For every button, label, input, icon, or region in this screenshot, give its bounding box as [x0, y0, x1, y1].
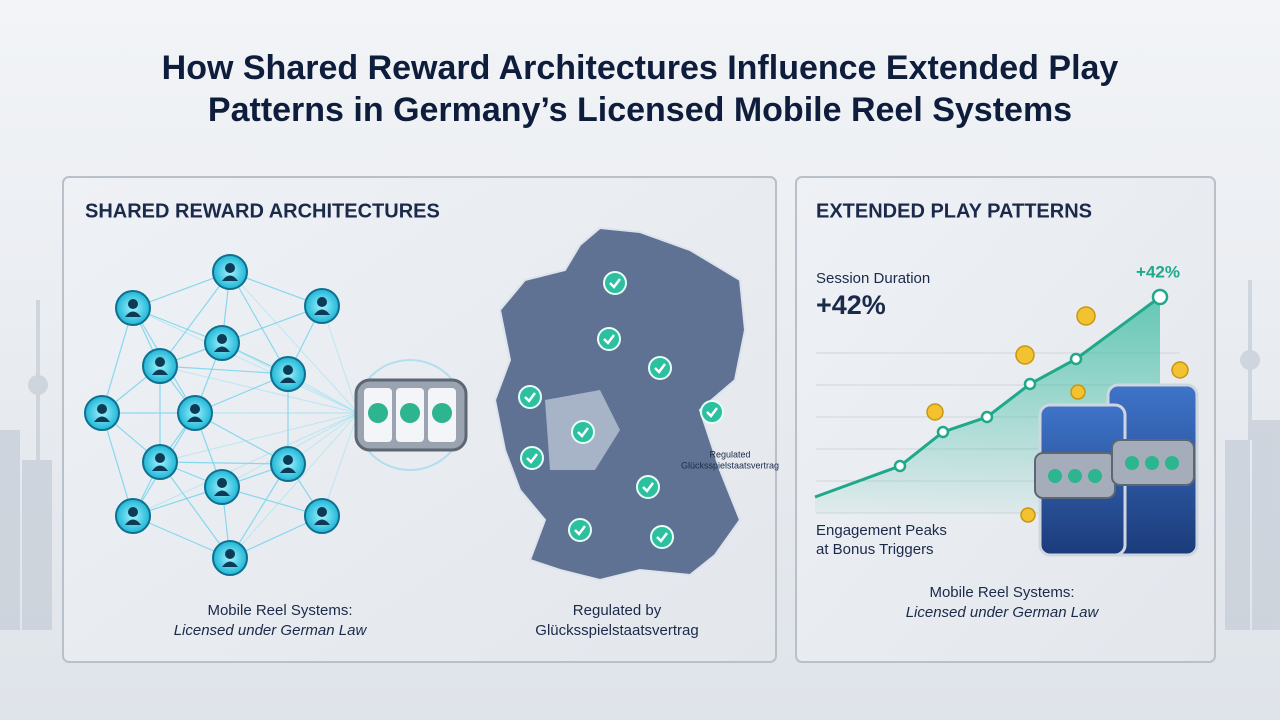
user-icon [283, 365, 293, 375]
user-icon [97, 404, 107, 414]
check-mark [577, 427, 589, 438]
note: at Bonus Triggers [816, 541, 934, 558]
panel-heading: EXTENDED PLAY PATTERNS [816, 200, 1092, 222]
reel-machine [354, 359, 468, 471]
caption: Licensed under German Law [906, 604, 1100, 621]
check-mark [609, 278, 621, 289]
check-mark [706, 407, 718, 418]
check-badge [571, 420, 595, 444]
network-link [132, 412, 359, 517]
caption: Licensed under German Law [174, 622, 368, 639]
map-label: Glücksspielstaatsvertrag [681, 460, 779, 470]
check-mark [526, 453, 538, 464]
check-badge [518, 385, 542, 409]
user-icon [217, 334, 227, 344]
user-icon [225, 549, 235, 559]
metric-label: Session Duration [816, 270, 930, 287]
user-icon [225, 263, 235, 273]
metric-value: +42% [816, 290, 886, 320]
map-checks [518, 271, 724, 549]
user-icon [214, 346, 230, 352]
network-link [159, 461, 289, 465]
check-mark [656, 532, 668, 543]
user-icon [128, 507, 138, 517]
user-icon [317, 507, 327, 517]
panel-heading: SHARED REWARD ARCHITECTURES [85, 200, 440, 222]
map-label: Regulated [709, 449, 750, 459]
network-link [321, 412, 359, 517]
network-link [159, 412, 359, 463]
user-icon [155, 357, 165, 367]
user-icon [317, 297, 327, 307]
check-badge [520, 446, 544, 470]
user-icon [222, 275, 238, 281]
check-badge [568, 518, 592, 542]
skyline [0, 280, 1280, 630]
user-icon [280, 467, 296, 473]
network-link [101, 307, 134, 414]
network-link [229, 271, 289, 375]
user-icon [125, 311, 141, 317]
caption: Mobile Reel Systems: [207, 602, 352, 619]
user-icon [187, 416, 203, 422]
coins [926, 306, 1189, 523]
caption: Glücksspielstaatsvertrag [535, 622, 698, 639]
germany-map [493, 226, 747, 582]
user-icon [217, 478, 227, 488]
user-icon [314, 519, 330, 525]
title: Patterns in Germany’s Licensed Mobile Re… [208, 91, 1072, 129]
network-link [229, 271, 359, 414]
network-link [159, 365, 289, 375]
trend-points [893, 288, 1169, 473]
user-icon [152, 369, 168, 375]
user-icon [152, 465, 168, 471]
title: How Shared Reward Architectures Influenc… [162, 49, 1119, 87]
network-link [229, 412, 359, 559]
user-icon [283, 455, 293, 465]
user-icon [214, 490, 230, 496]
phones [1034, 383, 1199, 557]
network-link [159, 461, 231, 559]
network-link [229, 463, 289, 559]
note: Engagement Peaks [816, 522, 947, 539]
user-icon [222, 561, 238, 567]
check-mark [524, 392, 536, 403]
network-link [159, 365, 359, 414]
check-badge [636, 475, 660, 499]
caption: Mobile Reel Systems: [929, 584, 1074, 601]
check-badge [597, 327, 621, 351]
check-badge [700, 400, 724, 424]
network-link [132, 307, 359, 414]
check-mark [654, 363, 666, 374]
user-icon [314, 309, 330, 315]
network [84, 254, 359, 576]
check-mark [603, 334, 615, 345]
user-icon [155, 453, 165, 463]
peak-label: +42% [1136, 262, 1180, 281]
check-badge [648, 356, 672, 380]
network-link [159, 271, 231, 367]
check-badge [603, 271, 627, 295]
user-icon [94, 416, 110, 422]
user-icon [128, 299, 138, 309]
user-icon [190, 404, 200, 414]
network-link [321, 305, 359, 414]
user-icon [125, 519, 141, 525]
check-mark [574, 525, 586, 536]
caption: Regulated by [573, 602, 662, 619]
check-mark [642, 482, 654, 493]
user-icon [280, 377, 296, 383]
check-badge [650, 525, 674, 549]
